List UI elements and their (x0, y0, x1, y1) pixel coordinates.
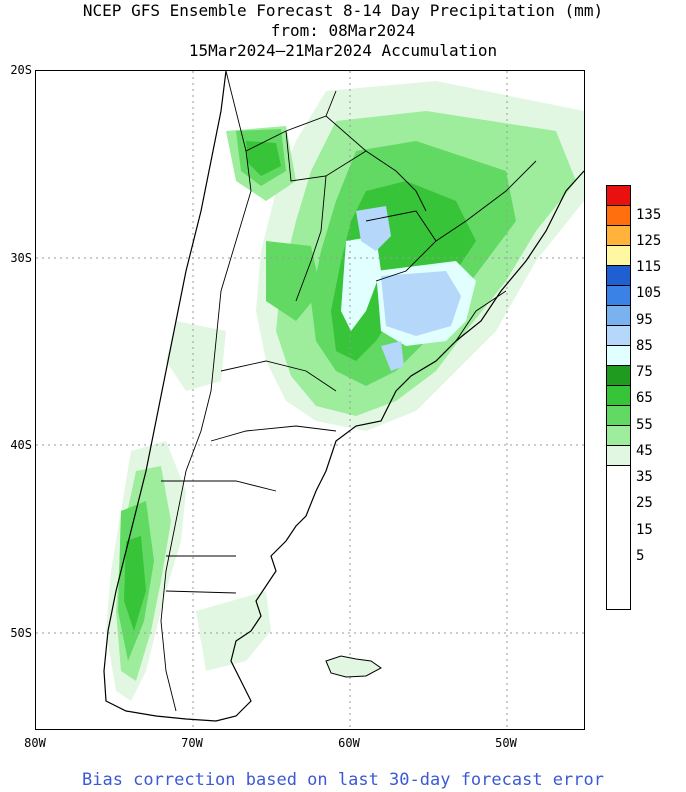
lat-label-30s: 30S (10, 251, 32, 265)
legend-label-45: 45 (636, 443, 653, 459)
legend-swatch-95 (606, 265, 631, 285)
map-title: NCEP GFS Ensemble Forecast 8-14 Day Prec… (82, 1, 604, 20)
legend-label-95: 95 (636, 312, 653, 328)
lon-label-50w: 50W (495, 736, 517, 750)
legend-swatch-25 (606, 405, 631, 425)
legend-swatch-75 (606, 305, 631, 325)
legend-swatch-125 (606, 205, 631, 225)
political-borders (160, 71, 537, 712)
lon-label-70w: 70W (181, 736, 203, 750)
map-canvas (36, 71, 584, 729)
falkland-islands (325, 655, 382, 678)
coastline (103, 71, 584, 722)
legend-label-5: 5 (636, 548, 645, 564)
legend-swatch-65 (606, 325, 631, 345)
legend-swatch-15 (606, 425, 631, 445)
legend-label-125: 125 (636, 233, 662, 249)
bias-correction-note: Bias correction based on last 30-day for… (82, 770, 604, 790)
precip-field-65-75 (356, 206, 461, 371)
legend-label-105: 105 (636, 285, 662, 301)
legend-swatch-45 (606, 365, 631, 385)
accumulation-period: 15Mar2024–21Mar2024 Accumulation (188, 41, 498, 60)
legend-swatch-135 (606, 185, 631, 205)
legend-swatch-85 (606, 285, 631, 305)
legend-swatch-35 (606, 385, 631, 405)
legend-label-115: 115 (636, 259, 662, 275)
legend-swatch-0 (606, 465, 631, 610)
legend-label-65: 65 (636, 390, 653, 406)
legend-swatch-115 (606, 225, 631, 245)
lon-label-60w: 60W (338, 736, 360, 750)
legend-label-85: 85 (636, 338, 653, 354)
legend-label-75: 75 (636, 364, 653, 380)
lon-label-80w: 80W (24, 736, 46, 750)
graticule (36, 71, 584, 729)
legend-swatch-5 (606, 445, 631, 465)
legend-label-135: 135 (636, 207, 662, 223)
forecast-issue-date: from: 08Mar2024 (270, 21, 416, 40)
legend-swatch-105 (606, 245, 631, 265)
precipitation-map (35, 70, 585, 730)
lat-label-20s: 20S (10, 63, 32, 77)
lat-label-40s: 40S (10, 438, 32, 452)
lat-label-50s: 50S (10, 626, 32, 640)
legend-label-25: 25 (636, 495, 653, 511)
legend-label-35: 35 (636, 469, 653, 485)
legend-label-15: 15 (636, 522, 653, 538)
legend-label-55: 55 (636, 417, 653, 433)
legend-swatch-55 (606, 345, 631, 365)
